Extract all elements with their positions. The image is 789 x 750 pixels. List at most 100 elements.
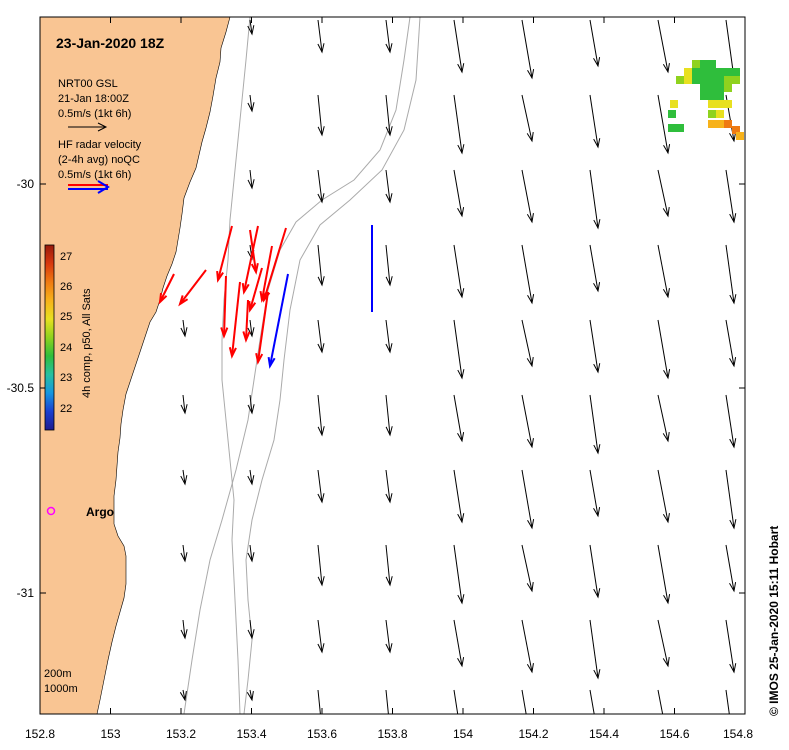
model-current-arrow — [453, 469, 465, 524]
sst-pixel — [736, 132, 744, 140]
sst-pixel — [716, 92, 724, 100]
model-current-arrow — [725, 619, 737, 674]
model-current-arrow — [453, 544, 465, 605]
model-current-arrow — [385, 319, 393, 354]
x-tick-label: 154 — [453, 727, 473, 741]
x-tick-label: 153 — [100, 727, 120, 741]
model-current-arrow — [657, 94, 671, 155]
model-current-arrow — [385, 394, 393, 437]
sst-pixel — [708, 100, 716, 108]
sst-pixel — [700, 92, 708, 100]
model-current-arrow — [317, 94, 325, 137]
colorbar-tick: 26 — [60, 281, 72, 293]
x-tick-label: 153.4 — [236, 727, 266, 741]
model-current-arrow — [247, 319, 255, 338]
sst-pixel — [716, 110, 724, 118]
sst-pixel — [670, 100, 678, 108]
model-current-arrow — [725, 689, 730, 714]
sst-pixels — [668, 60, 744, 140]
sst-pixel — [676, 124, 684, 132]
legend-radar-arrow-icon — [68, 180, 110, 194]
model-current-arrow — [521, 619, 534, 674]
sst-pixel — [668, 124, 676, 132]
sst-pixel — [668, 110, 676, 118]
model-current-arrow — [521, 544, 534, 593]
sst-pixel — [724, 120, 732, 128]
model-current-arrow — [657, 244, 670, 299]
sst-pixel — [716, 68, 724, 76]
hf-radar-arrow — [255, 291, 269, 365]
sst-pixel — [700, 60, 708, 68]
model-current-arrow — [521, 394, 534, 449]
model-current-arrow — [657, 169, 670, 218]
hf-radar-arrow — [248, 267, 263, 313]
hf-radar-arrow — [249, 229, 259, 275]
sst-pixel — [676, 76, 684, 84]
model-current-arrow — [453, 169, 465, 218]
model-current-arrow — [453, 394, 465, 443]
model-current-arrow — [317, 19, 325, 54]
sst-pixel — [692, 60, 700, 68]
model-current-arrow — [453, 689, 459, 714]
model-current-arrow — [589, 394, 601, 455]
model-current-arrow — [246, 689, 254, 702]
hf-radar-vectors-blue — [267, 225, 373, 369]
model-current-arrow — [179, 689, 187, 702]
x-tick-label: 152.8 — [25, 727, 55, 741]
model-current-arrow — [589, 19, 601, 68]
legend-model-line: NRT00 GSL — [58, 78, 118, 90]
hf-radar-arrow — [178, 269, 207, 307]
colorbar-label: 4h comp, p50, All Sats — [81, 288, 93, 398]
sst-pixel — [708, 76, 716, 84]
model-current-arrow — [657, 619, 670, 668]
colorbar-tick: 24 — [60, 342, 72, 354]
model-current-arrow — [317, 244, 325, 287]
model-current-arrow — [521, 469, 535, 530]
model-current-arrow — [725, 469, 737, 530]
x-tick-label: 153.8 — [377, 727, 407, 741]
model-current-arrow — [589, 94, 601, 149]
model-current-arrow — [589, 169, 601, 230]
model-current-arrow — [657, 394, 670, 443]
sst-pixel — [708, 68, 716, 76]
sst-pixel — [708, 84, 716, 92]
model-current-arrow — [247, 169, 255, 190]
model-current-arrow — [521, 94, 534, 143]
credit-text: © IMOS 25-Jan-2020 15:11 Hobart — [767, 526, 781, 716]
hf-radar-arrow — [228, 281, 241, 359]
map-title: 23-Jan-2020 18Z — [56, 35, 165, 51]
model-current-arrow — [725, 244, 737, 305]
model-current-arrow — [589, 544, 601, 599]
colorbar-gradient — [44, 244, 55, 431]
model-current-arrow — [180, 619, 188, 640]
sst-pixel — [732, 68, 740, 76]
sst-pixel — [708, 92, 716, 100]
x-axis-labels: 152.8 153 153.2 153.4 153.6 153.8 154 15… — [25, 727, 753, 741]
model-current-arrow — [317, 319, 325, 354]
sst-pixel — [716, 76, 724, 84]
model-current-arrow — [589, 244, 601, 293]
model-current-vectors — [179, 19, 737, 714]
model-current-arrow — [521, 244, 535, 305]
model-current-arrow — [317, 689, 321, 714]
sst-pixel — [700, 68, 708, 76]
contour-200m — [221, 17, 251, 714]
model-current-arrow — [317, 469, 325, 504]
argo-float: Argo — [46, 505, 114, 519]
model-current-arrow — [657, 319, 671, 380]
sst-pixel — [732, 76, 740, 84]
model-current-arrow — [657, 689, 664, 714]
legend-model-line: 21-Jan 18:00Z — [58, 93, 129, 105]
model-current-arrow — [453, 19, 465, 74]
sst-pixel — [692, 76, 700, 84]
sst-pixel — [708, 120, 716, 128]
sst-pixel — [708, 60, 716, 68]
model-current-arrow — [180, 469, 188, 486]
model-current-arrow — [657, 469, 670, 524]
model-current-arrow — [725, 319, 737, 368]
sst-pixel — [708, 110, 716, 118]
x-tick-label: 154.6 — [659, 727, 689, 741]
legend-radar-line: 0.5m/s (1kt 6h) — [58, 169, 131, 181]
model-current-arrow — [589, 689, 595, 714]
